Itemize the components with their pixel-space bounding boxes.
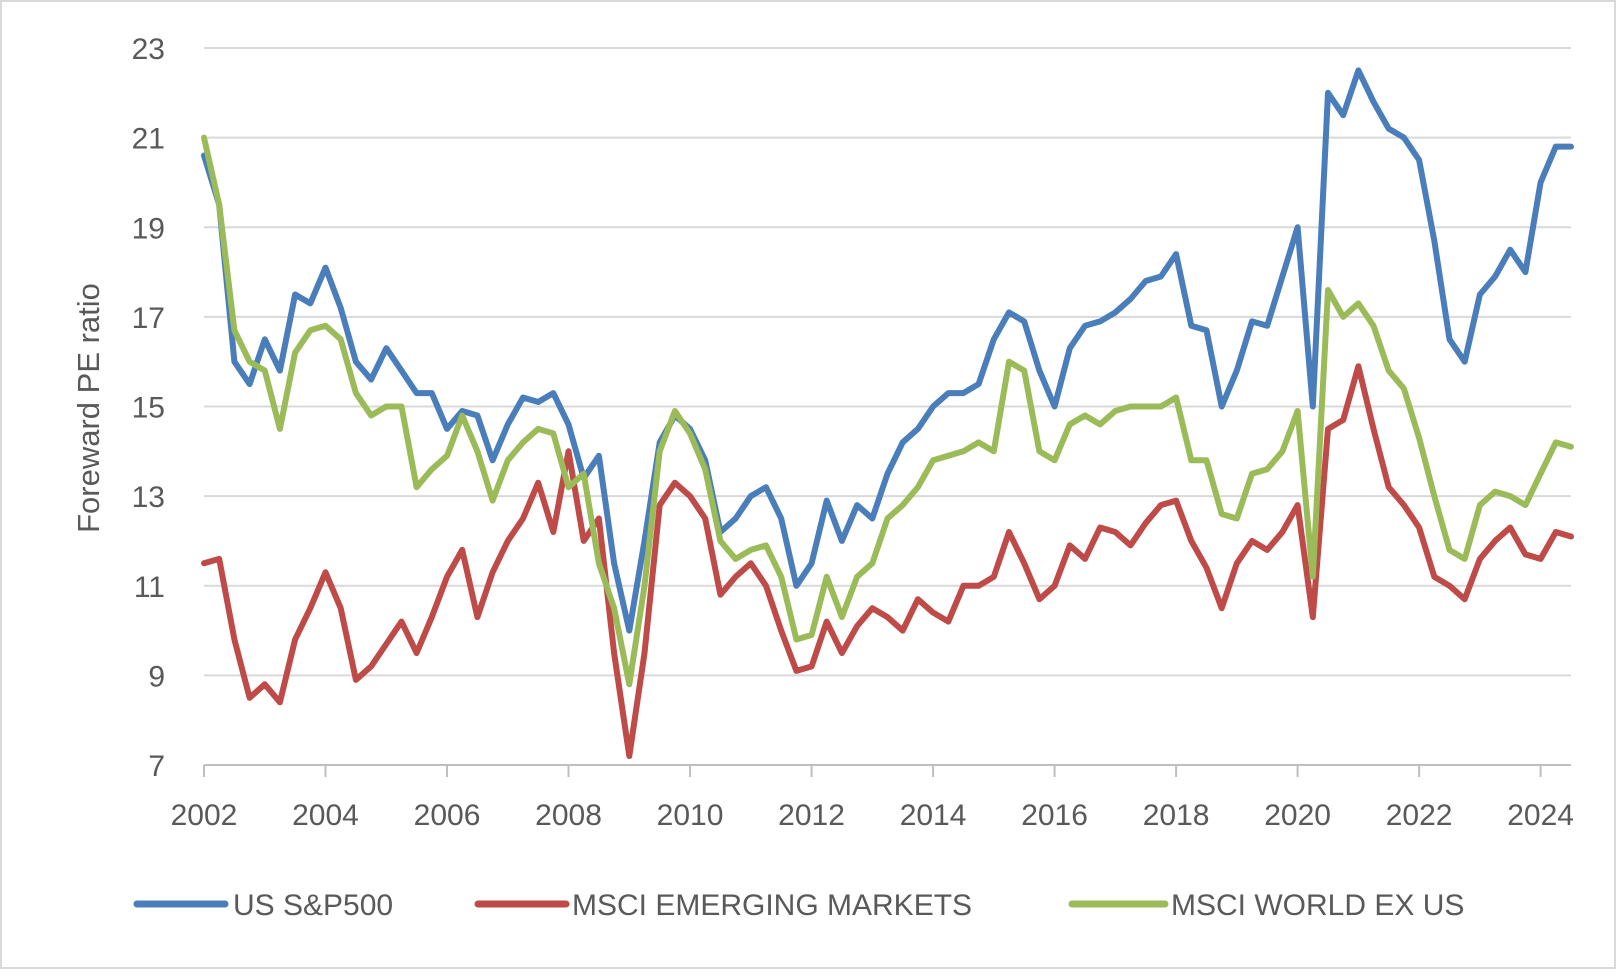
legend-item: US S&P500 bbox=[133, 889, 393, 922]
x-tick-label: 2008 bbox=[535, 799, 602, 832]
y-tick-label: 21 bbox=[132, 123, 165, 156]
y-axis-label: Foreward PE ratio bbox=[71, 283, 106, 533]
y-tick-label: 17 bbox=[132, 302, 165, 335]
legend-label: US S&P500 bbox=[233, 889, 393, 922]
y-tick-label: 7 bbox=[148, 750, 165, 783]
legend-item: MSCI WORLD EX US bbox=[1068, 889, 1464, 922]
legend-item: MSCI EMERGING MARKETS bbox=[474, 889, 972, 922]
x-tick-label: 2016 bbox=[1021, 799, 1088, 832]
x-tick-label: 2012 bbox=[778, 799, 845, 832]
legend-label: MSCI WORLD EX US bbox=[1171, 889, 1464, 922]
x-tick-label: 2002 bbox=[171, 799, 238, 832]
x-tick-label: 2014 bbox=[900, 799, 967, 832]
x-tick-label: 2004 bbox=[292, 799, 359, 832]
legend-label: MSCI EMERGING MARKETS bbox=[572, 889, 972, 922]
y-tick-label: 13 bbox=[132, 481, 165, 514]
y-tick-label: 11 bbox=[134, 571, 165, 604]
y-tick-label: 19 bbox=[132, 212, 165, 245]
x-tick-label: 2020 bbox=[1264, 799, 1331, 832]
y-tick-label: 23 bbox=[132, 33, 165, 66]
x-tick-label: 2006 bbox=[414, 799, 481, 832]
y-tick-label: 9 bbox=[148, 660, 165, 693]
x-tick-label: 2024 bbox=[1507, 799, 1574, 832]
x-tick-label: 2010 bbox=[657, 799, 724, 832]
series-line-1 bbox=[201, 363, 1574, 759]
y-tick-label: 15 bbox=[132, 392, 165, 425]
series-line-0 bbox=[201, 67, 1574, 634]
x-tick-label: 2022 bbox=[1386, 799, 1453, 832]
x-tick-label: 2018 bbox=[1143, 799, 1210, 832]
series-line-2 bbox=[201, 134, 1574, 688]
